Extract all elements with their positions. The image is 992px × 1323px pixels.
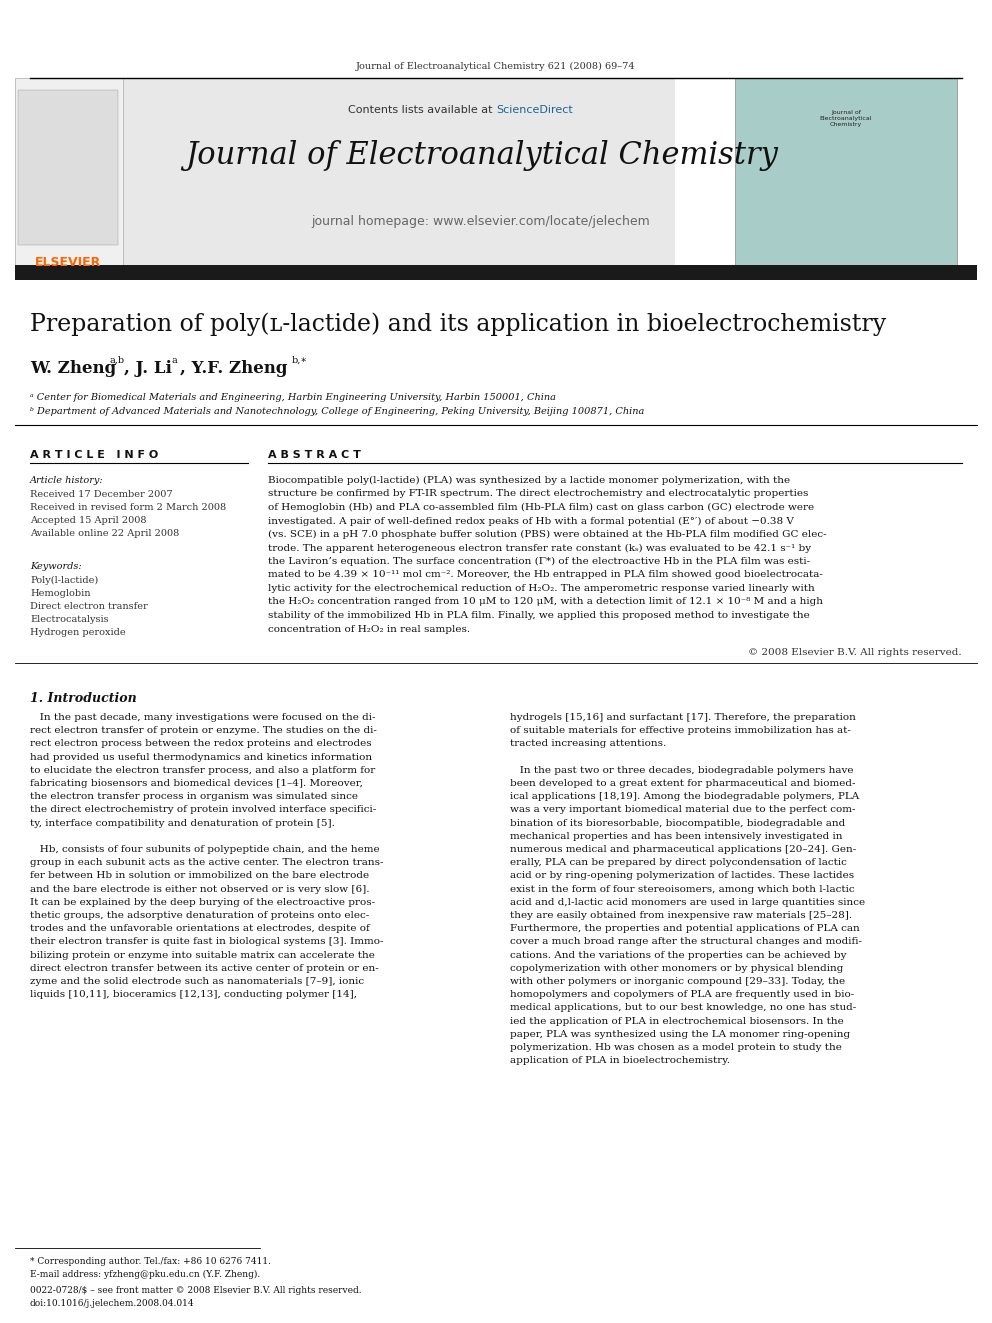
- Text: Electrocatalysis: Electrocatalysis: [30, 615, 109, 624]
- Text: zyme and the solid electrode such as nanomaterials [7–9], ionic: zyme and the solid electrode such as nan…: [30, 976, 364, 986]
- Text: trode. The apparent heterogeneous electron transfer rate constant (kₛ) was evalu: trode. The apparent heterogeneous electr…: [268, 544, 811, 553]
- FancyBboxPatch shape: [15, 78, 123, 265]
- Text: the electron transfer process in organism was simulated since: the electron transfer process in organis…: [30, 792, 358, 802]
- Text: bilizing protein or enzyme into suitable matrix can accelerate the: bilizing protein or enzyme into suitable…: [30, 951, 375, 959]
- Text: homopolymers and copolymers of PLA are frequently used in bio-: homopolymers and copolymers of PLA are f…: [510, 990, 854, 999]
- Text: hydrogels [15,16] and surfactant [17]. Therefore, the preparation: hydrogels [15,16] and surfactant [17]. T…: [510, 713, 856, 722]
- Text: with other polymers or inorganic compound [29–33]. Today, the: with other polymers or inorganic compoun…: [510, 976, 845, 986]
- Text: had provided us useful thermodynamics and kinetics information: had provided us useful thermodynamics an…: [30, 753, 372, 762]
- Text: A R T I C L E   I N F O: A R T I C L E I N F O: [30, 450, 159, 460]
- Text: Journal of Electroanalytical Chemistry: Journal of Electroanalytical Chemistry: [185, 140, 778, 171]
- Text: , J. Li: , J. Li: [124, 360, 172, 377]
- Text: tracted increasing attentions.: tracted increasing attentions.: [510, 740, 667, 749]
- Text: W. Zheng: W. Zheng: [30, 360, 116, 377]
- Text: fabricating biosensors and biomedical devices [1–4]. Moreover,: fabricating biosensors and biomedical de…: [30, 779, 363, 789]
- Text: copolymerization with other monomers or by physical blending: copolymerization with other monomers or …: [510, 963, 843, 972]
- Text: medical applications, but to our best knowledge, no one has stud-: medical applications, but to our best kn…: [510, 1003, 856, 1012]
- Text: mated to be 4.39 × 10⁻¹¹ mol cm⁻². Moreover, the Hb entrapped in PLA film showed: mated to be 4.39 × 10⁻¹¹ mol cm⁻². Moreo…: [268, 570, 822, 579]
- Text: thetic groups, the adsorptive denaturation of proteins onto elec-: thetic groups, the adsorptive denaturati…: [30, 912, 369, 919]
- Text: paper, PLA was synthesized using the LA monomer ring-opening: paper, PLA was synthesized using the LA …: [510, 1029, 850, 1039]
- Text: Hydrogen peroxide: Hydrogen peroxide: [30, 628, 126, 636]
- Text: a,b: a,b: [110, 356, 125, 365]
- Text: lytic activity for the electrochemical reduction of H₂O₂. The amperometric respo: lytic activity for the electrochemical r…: [268, 583, 814, 593]
- Text: journal homepage: www.elsevier.com/locate/jelechem: journal homepage: www.elsevier.com/locat…: [311, 216, 651, 228]
- Text: ELSEVIER: ELSEVIER: [35, 255, 101, 269]
- Text: polymerization. Hb was chosen as a model protein to study the: polymerization. Hb was chosen as a model…: [510, 1043, 842, 1052]
- Text: investigated. A pair of well-defined redox peaks of Hb with a formal potential (: investigated. A pair of well-defined red…: [268, 516, 794, 525]
- Text: rect electron transfer of protein or enzyme. The studies on the di-: rect electron transfer of protein or enz…: [30, 726, 377, 736]
- Text: fer between Hb in solution or immobilized on the bare electrode: fer between Hb in solution or immobilize…: [30, 872, 369, 880]
- Text: liquids [10,11], bioceramics [12,13], conducting polymer [14],: liquids [10,11], bioceramics [12,13], co…: [30, 990, 357, 999]
- Text: group in each subunit acts as the active center. The electron trans-: group in each subunit acts as the active…: [30, 859, 384, 867]
- Text: numerous medical and pharmaceutical applications [20–24]. Gen-: numerous medical and pharmaceutical appl…: [510, 845, 856, 855]
- Text: ᵃ Center for Biomedical Materials and Engineering, Harbin Engineering University: ᵃ Center for Biomedical Materials and En…: [30, 393, 556, 402]
- Text: Contents lists available at: Contents lists available at: [348, 105, 496, 115]
- Text: Preparation of poly(ʟ-lactide) and its application in bioelectrochemistry: Preparation of poly(ʟ-lactide) and its a…: [30, 312, 886, 336]
- Text: to elucidate the electron transfer process, and also a platform for: to elucidate the electron transfer proce…: [30, 766, 375, 775]
- Text: application of PLA in bioelectrochemistry.: application of PLA in bioelectrochemistr…: [510, 1056, 730, 1065]
- Text: Article history:: Article history:: [30, 476, 103, 486]
- Text: rect electron process between the redox proteins and electrodes: rect electron process between the redox …: [30, 740, 372, 749]
- Text: bination of its bioresorbable, biocompatible, biodegradable and: bination of its bioresorbable, biocompat…: [510, 819, 845, 828]
- Text: ied the application of PLA in electrochemical biosensors. In the: ied the application of PLA in electroche…: [510, 1016, 844, 1025]
- Text: Journal of
Electroanalytical
Chemistry: Journal of Electroanalytical Chemistry: [819, 110, 872, 127]
- Text: a: a: [172, 356, 178, 365]
- Text: Furthermore, the properties and potential applications of PLA can: Furthermore, the properties and potentia…: [510, 925, 860, 933]
- Text: stability of the immobilized Hb in PLA film. Finally, we applied this proposed m: stability of the immobilized Hb in PLA f…: [268, 611, 809, 620]
- Text: Received 17 December 2007: Received 17 December 2007: [30, 490, 173, 499]
- Text: A B S T R A C T: A B S T R A C T: [268, 450, 361, 460]
- Text: trodes and the unfavorable orientations at electrodes, despite of: trodes and the unfavorable orientations …: [30, 925, 370, 933]
- Text: In the past two or three decades, biodegradable polymers have: In the past two or three decades, biodeg…: [510, 766, 853, 775]
- Text: doi:10.1016/j.jelechem.2008.04.014: doi:10.1016/j.jelechem.2008.04.014: [30, 1299, 194, 1308]
- Text: Biocompatible poly(l-lactide) (PLA) was synthesized by a lactide monomer polymer: Biocompatible poly(l-lactide) (PLA) was …: [268, 476, 790, 486]
- Text: 1. Introduction: 1. Introduction: [30, 692, 137, 705]
- Text: the Laviron’s equation. The surface concentration (Γ*) of the electroactive Hb i: the Laviron’s equation. The surface conc…: [268, 557, 810, 566]
- Text: structure be confirmed by FT-IR spectrum. The direct electrochemistry and electr: structure be confirmed by FT-IR spectrum…: [268, 490, 808, 499]
- Text: the H₂O₂ concentration ranged from 10 μM to 120 μM, with a detection limit of 12: the H₂O₂ concentration ranged from 10 μM…: [268, 598, 823, 606]
- Text: Available online 22 April 2008: Available online 22 April 2008: [30, 529, 180, 538]
- Text: Received in revised form 2 March 2008: Received in revised form 2 March 2008: [30, 503, 226, 512]
- FancyBboxPatch shape: [15, 265, 977, 280]
- Text: of suitable materials for effective proteins immobilization has at-: of suitable materials for effective prot…: [510, 726, 851, 736]
- Text: Journal of Electroanalytical Chemistry 621 (2008) 69–74: Journal of Electroanalytical Chemistry 6…: [356, 62, 636, 71]
- Text: * Corresponding author. Tel./fax: +86 10 6276 7411.: * Corresponding author. Tel./fax: +86 10…: [30, 1257, 271, 1266]
- Text: concentration of H₂O₂ in real samples.: concentration of H₂O₂ in real samples.: [268, 624, 470, 634]
- Text: 0022-0728/$ – see front matter © 2008 Elsevier B.V. All rights reserved.: 0022-0728/$ – see front matter © 2008 El…: [30, 1286, 362, 1295]
- Text: the direct electrochemistry of protein involved interface specifici-: the direct electrochemistry of protein i…: [30, 806, 376, 815]
- Text: exist in the form of four stereoisomers, among which both l-lactic: exist in the form of four stereoisomers,…: [510, 885, 855, 893]
- Text: ᵇ Department of Advanced Materials and Nanotechnology, College of Engineering, P: ᵇ Department of Advanced Materials and N…: [30, 407, 645, 415]
- Text: mechanical properties and has been intensively investigated in: mechanical properties and has been inten…: [510, 832, 842, 841]
- Text: direct electron transfer between its active center of protein or en-: direct electron transfer between its act…: [30, 963, 379, 972]
- Text: © 2008 Elsevier B.V. All rights reserved.: © 2008 Elsevier B.V. All rights reserved…: [748, 648, 962, 658]
- Text: (vs. SCE) in a pH 7.0 phosphate buffer solution (PBS) were obtained at the Hb-PL: (vs. SCE) in a pH 7.0 phosphate buffer s…: [268, 531, 826, 540]
- Text: Accepted 15 April 2008: Accepted 15 April 2008: [30, 516, 147, 525]
- Text: their electron transfer is quite fast in biological systems [3]. Immo-: their electron transfer is quite fast in…: [30, 938, 384, 946]
- Text: acid or by ring-opening polymerization of lactides. These lactides: acid or by ring-opening polymerization o…: [510, 872, 854, 880]
- Text: of Hemoglobin (Hb) and PLA co-assembled film (Hb-PLA film) cast on glass carbon : of Hemoglobin (Hb) and PLA co-assembled …: [268, 503, 814, 512]
- Text: ScienceDirect: ScienceDirect: [496, 105, 572, 115]
- Text: Keywords:: Keywords:: [30, 562, 81, 572]
- Text: was a very important biomedical material due to the perfect com-: was a very important biomedical material…: [510, 806, 855, 815]
- Text: Direct electron transfer: Direct electron transfer: [30, 602, 148, 611]
- Text: erally, PLA can be prepared by direct polycondensation of lactic: erally, PLA can be prepared by direct po…: [510, 859, 847, 867]
- Text: b,∗: b,∗: [292, 356, 308, 365]
- FancyBboxPatch shape: [60, 78, 675, 265]
- FancyBboxPatch shape: [18, 90, 118, 245]
- Text: they are easily obtained from inexpensive raw materials [25–28].: they are easily obtained from inexpensiv…: [510, 912, 852, 919]
- Text: been developed to a great extent for pharmaceutical and biomed-: been developed to a great extent for pha…: [510, 779, 855, 789]
- Text: cover a much broad range after the structural changes and modifi-: cover a much broad range after the struc…: [510, 938, 862, 946]
- Text: It can be explained by the deep burying of the electroactive pros-: It can be explained by the deep burying …: [30, 898, 375, 906]
- Text: Hemoglobin: Hemoglobin: [30, 589, 90, 598]
- Text: Poly(l-lactide): Poly(l-lactide): [30, 576, 98, 585]
- Text: and the bare electrode is either not observed or is very slow [6].: and the bare electrode is either not obs…: [30, 885, 369, 893]
- Text: acid and d,l-lactic acid monomers are used in large quantities since: acid and d,l-lactic acid monomers are us…: [510, 898, 865, 906]
- Text: E-mail address: yfzheng@pku.edu.cn (Y.F. Zheng).: E-mail address: yfzheng@pku.edu.cn (Y.F.…: [30, 1270, 260, 1279]
- Text: In the past decade, many investigations were focused on the di-: In the past decade, many investigations …: [30, 713, 376, 722]
- Text: Hb, consists of four subunits of polypeptide chain, and the heme: Hb, consists of four subunits of polypep…: [30, 845, 380, 855]
- Text: cations. And the variations of the properties can be achieved by: cations. And the variations of the prope…: [510, 951, 846, 959]
- Text: ical applications [18,19]. Among the biodegradable polymers, PLA: ical applications [18,19]. Among the bio…: [510, 792, 859, 802]
- Text: ty, interface compatibility and denaturation of protein [5].: ty, interface compatibility and denatura…: [30, 819, 335, 828]
- Text: , Y.F. Zheng: , Y.F. Zheng: [180, 360, 288, 377]
- FancyBboxPatch shape: [735, 78, 957, 265]
